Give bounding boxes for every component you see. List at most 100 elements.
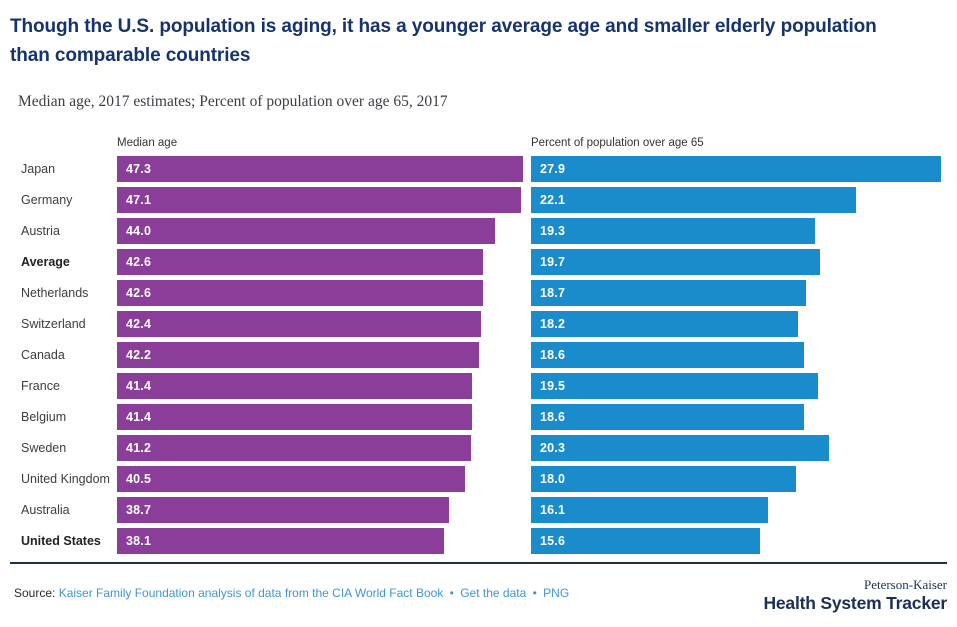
bar-value-label: 27.9 bbox=[540, 162, 566, 176]
median-age-bar: 47.3 bbox=[117, 156, 523, 182]
median-age-bar: 42.6 bbox=[117, 249, 483, 275]
country-label: France bbox=[21, 379, 60, 393]
column-header-over-65: Percent of population over age 65 bbox=[531, 137, 704, 149]
over65-bar-track: 19.5 bbox=[531, 373, 941, 399]
bar-value-label: 18.2 bbox=[540, 317, 566, 331]
country-label: Sweden bbox=[21, 441, 67, 455]
bar-value-label: 47.3 bbox=[126, 162, 152, 176]
median-age-bar: 42.4 bbox=[117, 311, 481, 337]
median-age-bar-track: 47.3 bbox=[117, 156, 523, 182]
over65-bar: 19.7 bbox=[531, 249, 821, 275]
over65-bar-track: 18.6 bbox=[531, 404, 941, 430]
column-headers: Median age Percent of population over ag… bbox=[21, 137, 941, 149]
country-label: Germany bbox=[21, 193, 73, 207]
bullet-separator: • bbox=[532, 586, 537, 600]
bar-value-label: 19.3 bbox=[540, 224, 566, 238]
country-row: Sweden 41.2 20.3 bbox=[21, 435, 941, 461]
country-label: Belgium bbox=[21, 410, 67, 424]
country-row: Netherlands 42.6 18.7 bbox=[21, 280, 941, 306]
median-age-bar-track: 41.2 bbox=[117, 435, 523, 461]
bar-value-label: 19.7 bbox=[540, 255, 566, 269]
median-age-bar: 42.2 bbox=[117, 342, 480, 368]
bar-value-label: 42.6 bbox=[126, 286, 152, 300]
source-line: Source: Kaiser Family Foundation analysi… bbox=[14, 586, 569, 600]
source-link[interactable]: Kaiser Family Foundation analysis of dat… bbox=[58, 586, 444, 600]
country-label: Switzerland bbox=[21, 317, 86, 331]
median-age-bar: 38.7 bbox=[117, 497, 450, 523]
chart-subtitle: Median age, 2017 estimates; Percent of p… bbox=[18, 93, 448, 110]
bar-value-label: 42.4 bbox=[126, 317, 152, 331]
footer: Source: Kaiser Family Foundation analysi… bbox=[10, 577, 947, 615]
get-the-data-link[interactable]: Get the data bbox=[460, 586, 527, 600]
over65-bar: 18.0 bbox=[531, 466, 796, 492]
country-label: Canada bbox=[21, 348, 65, 362]
median-age-bar: 41.4 bbox=[117, 373, 473, 399]
logo-peterson-kaiser: Peterson-Kaiser bbox=[863, 577, 947, 592]
median-age-bar: 41.2 bbox=[117, 435, 471, 461]
bar-value-label: 41.4 bbox=[126, 379, 152, 393]
country-row: Belgium 41.4 18.6 bbox=[21, 404, 941, 430]
bar-value-label: 19.5 bbox=[540, 379, 566, 393]
bar-value-label: 41.2 bbox=[126, 441, 152, 455]
country-row: Japan 47.3 27.9 bbox=[21, 156, 941, 182]
median-age-bar-track: 47.1 bbox=[117, 187, 523, 213]
bar-value-label: 20.3 bbox=[540, 441, 566, 455]
country-row: Austria 44.0 19.3 bbox=[21, 218, 941, 244]
over65-bar: 15.6 bbox=[531, 528, 761, 554]
country-label: Average bbox=[21, 255, 70, 269]
over65-bar-track: 27.9 bbox=[531, 156, 941, 182]
bar-value-label: 18.6 bbox=[540, 410, 566, 424]
bar-value-label: 38.7 bbox=[126, 503, 152, 517]
over65-bar: 20.3 bbox=[531, 435, 830, 461]
over65-bar: 27.9 bbox=[531, 156, 941, 182]
median-age-bar-track: 42.6 bbox=[117, 249, 523, 275]
chart: Median age Percent of population over ag… bbox=[21, 137, 941, 554]
png-link[interactable]: PNG bbox=[543, 586, 570, 600]
median-age-bar-track: 44.0 bbox=[117, 218, 523, 244]
median-age-bar-track: 40.5 bbox=[117, 466, 523, 492]
median-age-bar-track: 38.7 bbox=[117, 497, 523, 523]
over65-bar-track: 18.2 bbox=[531, 311, 941, 337]
over65-bar: 18.2 bbox=[531, 311, 799, 337]
country-row: France 41.4 19.5 bbox=[21, 373, 941, 399]
bar-value-label: 44.0 bbox=[126, 224, 152, 238]
over65-bar-track: 16.1 bbox=[531, 497, 941, 523]
over65-bar-track: 22.1 bbox=[531, 187, 941, 213]
bar-value-label: 42.2 bbox=[126, 348, 152, 362]
over65-bar: 16.1 bbox=[531, 497, 768, 523]
country-row: United Kingdom 40.5 18.0 bbox=[21, 466, 941, 492]
bar-value-label: 40.5 bbox=[126, 472, 152, 486]
median-age-bar: 42.6 bbox=[117, 280, 483, 306]
country-row: United States 38.1 15.6 bbox=[21, 528, 941, 554]
over65-bar: 18.6 bbox=[531, 404, 805, 430]
over65-bar-track: 19.3 bbox=[531, 218, 941, 244]
brand-logo: Peterson-Kaiser Health System Tracker bbox=[763, 577, 947, 615]
over65-bar-track: 15.6 bbox=[531, 528, 941, 554]
country-label: United States bbox=[21, 534, 101, 548]
bar-value-label: 38.1 bbox=[126, 534, 152, 548]
over65-bar-track: 18.0 bbox=[531, 466, 941, 492]
over65-bar-track: 18.7 bbox=[531, 280, 941, 306]
country-label: Australia bbox=[21, 503, 70, 517]
country-label: United Kingdom bbox=[21, 472, 110, 486]
country-row: Switzerland 42.4 18.2 bbox=[21, 311, 941, 337]
column-header-median-age: Median age bbox=[117, 137, 178, 149]
over65-bar-track: 20.3 bbox=[531, 435, 941, 461]
bar-value-label: 18.7 bbox=[540, 286, 566, 300]
country-row: Canada 42.2 18.6 bbox=[21, 342, 941, 368]
page-title: Though the U.S. population is aging, it … bbox=[10, 16, 877, 66]
country-row: Germany 47.1 22.1 bbox=[21, 187, 941, 213]
over65-bar: 22.1 bbox=[531, 187, 856, 213]
bar-value-label: 18.0 bbox=[540, 472, 566, 486]
median-age-bar-track: 42.6 bbox=[117, 280, 523, 306]
country-label: Japan bbox=[21, 162, 56, 176]
over65-bar-track: 19.7 bbox=[531, 249, 941, 275]
bar-value-label: 16.1 bbox=[540, 503, 566, 517]
median-age-bar-track: 42.4 bbox=[117, 311, 523, 337]
bar-value-label: 47.1 bbox=[126, 193, 152, 207]
median-age-bar-track: 41.4 bbox=[117, 373, 523, 399]
bar-value-label: 22.1 bbox=[540, 193, 566, 207]
country-label: Netherlands bbox=[21, 286, 89, 300]
median-age-bar: 40.5 bbox=[117, 466, 465, 492]
median-age-bar: 38.1 bbox=[117, 528, 445, 554]
